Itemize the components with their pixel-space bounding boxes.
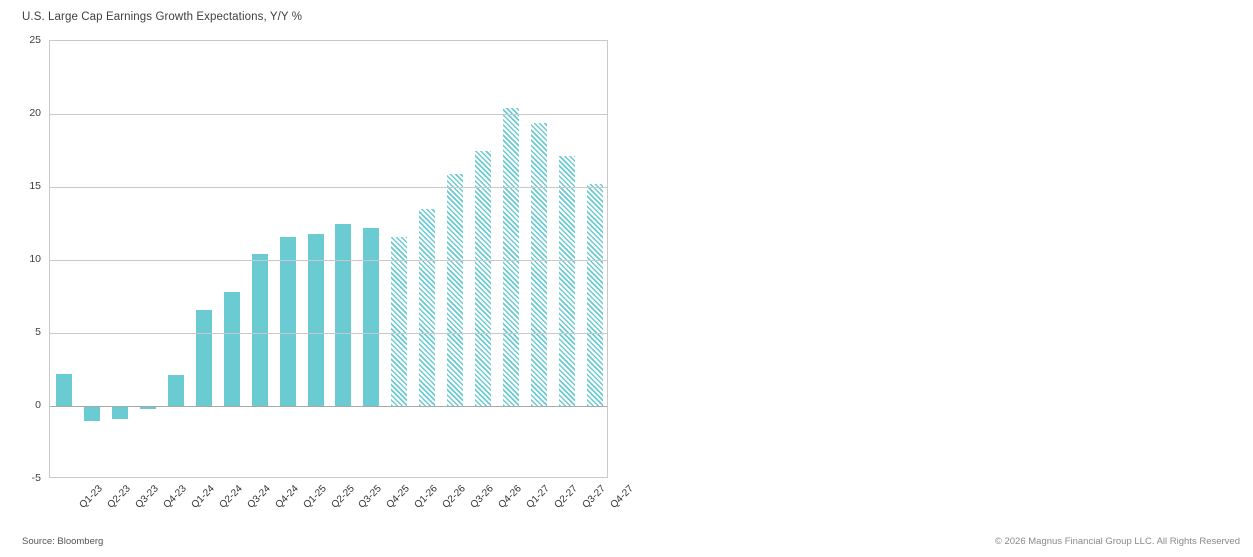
gridline: [50, 260, 607, 261]
bar-slot: [385, 41, 413, 477]
x-tick-label: Q2-23: [105, 483, 133, 511]
bar[interactable]: [559, 156, 576, 406]
bar-slot: [497, 41, 525, 477]
bar[interactable]: [335, 223, 352, 406]
bar[interactable]: [475, 150, 492, 406]
bar[interactable]: [307, 233, 324, 406]
bar-slot: [469, 41, 497, 477]
earnings-growth-panel: U.S. Large Cap Earnings Growth Expectati…: [22, 11, 636, 547]
y-tick-label: 15: [29, 180, 41, 192]
gridline: [50, 114, 607, 115]
sales-growth-panel: U.S. Large Cap Sales Growth Expectations…: [627, 0, 1253, 557]
bar[interactable]: [419, 208, 436, 406]
bar[interactable]: [223, 292, 240, 406]
bar-slot: [441, 41, 469, 477]
bar[interactable]: [139, 406, 156, 409]
bar[interactable]: [167, 375, 184, 406]
bar-slot: [330, 41, 358, 477]
y-tick-label: -5: [31, 472, 41, 484]
gridline: [50, 187, 607, 188]
x-tick-label: Q1-24: [189, 483, 217, 511]
y-tick-label: 5: [35, 326, 41, 338]
y-tick-label: 0: [35, 399, 41, 411]
bar[interactable]: [447, 173, 464, 406]
earnings-plot-area: [49, 40, 608, 478]
x-tick-label: Q2-26: [440, 483, 469, 511]
bar[interactable]: [587, 184, 604, 406]
bar[interactable]: [55, 373, 72, 406]
x-tick-label: Q2-24: [217, 483, 245, 511]
bar-slot: [525, 41, 553, 477]
x-tick-label: Q2-27: [552, 483, 580, 511]
bar[interactable]: [391, 236, 408, 406]
bar[interactable]: [279, 236, 296, 406]
gridline: [50, 333, 607, 334]
y-tick-label: 25: [29, 34, 41, 46]
x-tick-label: Q4-26: [496, 483, 525, 511]
bar[interactable]: [111, 406, 128, 420]
bar-slot: [50, 41, 78, 477]
bar-slot: [78, 41, 106, 477]
x-tick-label: Q3-23: [133, 483, 161, 511]
y-tick-label: 20: [29, 107, 41, 119]
bar[interactable]: [83, 406, 100, 421]
x-tick-label: Q4-24: [273, 483, 301, 511]
bar[interactable]: [363, 227, 380, 406]
bar-slot: [106, 41, 134, 477]
source-note: Source: Bloomberg: [22, 536, 104, 547]
bar-slot: [553, 41, 581, 477]
x-tick-label: Q3-24: [245, 483, 273, 511]
bar-slot: [190, 41, 218, 477]
x-tick-label: Q4-23: [161, 483, 189, 511]
bar-slot: [134, 41, 162, 477]
bar-slot: [302, 41, 330, 477]
bar-slot: [218, 41, 246, 477]
page-title-earnings: U.S. Large Cap Earnings Growth Expectati…: [22, 11, 303, 23]
bar-slot: [413, 41, 441, 477]
bar-slot: [581, 41, 609, 477]
bar[interactable]: [195, 309, 212, 406]
x-tick-label: Q1-27: [524, 483, 553, 511]
bar-slot: [357, 41, 385, 477]
bar[interactable]: [531, 122, 548, 406]
bar-slot: [274, 41, 302, 477]
x-tick-label: Q1-23: [77, 483, 105, 511]
x-tick-label: Q3-26: [468, 483, 497, 511]
y-tick-label: 10: [29, 253, 41, 265]
bar-slot: [162, 41, 190, 477]
copyright-note: © 2026 Magnus Financial Group LLC. All R…: [994, 536, 1240, 547]
bar[interactable]: [503, 108, 520, 406]
earnings-bars: [50, 41, 607, 477]
x-tick-label: Q1-25: [301, 483, 329, 511]
x-tick-label: Q2-25: [328, 483, 357, 511]
bar[interactable]: [251, 254, 268, 406]
zero-line: [50, 406, 607, 407]
x-tick-label: Q4-25: [384, 483, 413, 511]
x-tick-label: Q1-26: [412, 483, 441, 511]
x-tick-label: Q3-25: [356, 483, 385, 511]
bar-slot: [246, 41, 274, 477]
x-tick-label: Q3-27: [580, 483, 608, 511]
